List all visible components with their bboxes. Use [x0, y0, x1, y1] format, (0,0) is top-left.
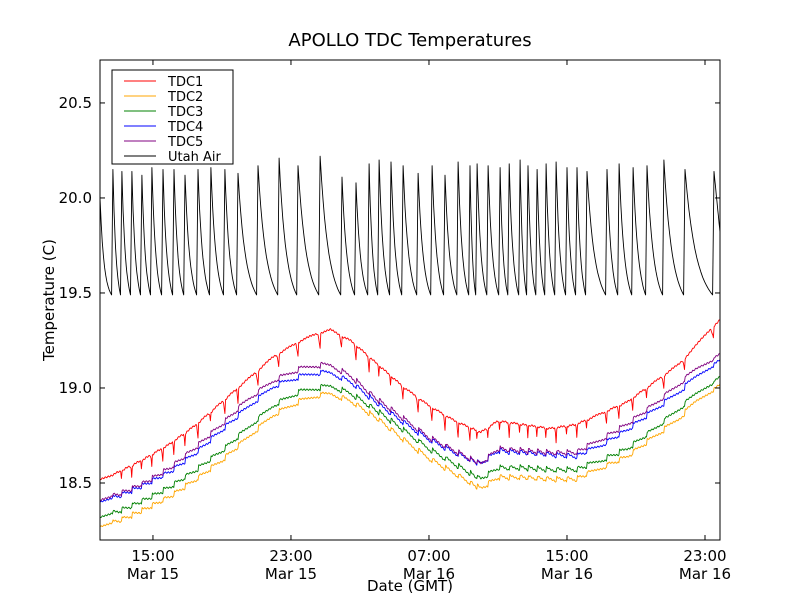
x-tick-label-time: 15:00 [131, 547, 174, 565]
series-line-utah-air [100, 155, 720, 296]
legend-label: TDC2 [167, 90, 203, 105]
y-axis-label: Temperature (C) [40, 239, 58, 362]
series-line-tdc5 [100, 353, 720, 501]
x-tick-label-date: Mar 15 [265, 565, 317, 583]
legend-label: TDC3 [167, 105, 203, 120]
x-tick-label-time: 23:00 [269, 547, 312, 565]
legend-label: TDC4 [167, 120, 203, 135]
plot-lines [100, 155, 720, 528]
series-line-tdc3 [100, 376, 720, 518]
x-axis-label: Date (GMT) [367, 577, 453, 595]
y-tick-label: 19.0 [59, 379, 92, 397]
legend-box [111, 69, 234, 165]
chart-title: APOLLO TDC Temperatures [288, 30, 531, 51]
series-line-tdc2 [100, 384, 720, 528]
x-tick-label-date: Mar 16 [403, 565, 455, 583]
y-tick-label: 19.5 [59, 284, 92, 302]
x-tick-label-time: 07:00 [407, 547, 450, 565]
series-line-tdc4 [100, 359, 720, 503]
legend-label: Utah Air [168, 150, 221, 165]
y-axis: 18.5 19.0 19.5 20.0 20.5 [59, 94, 720, 492]
y-tick-label: 18.5 [59, 474, 92, 492]
x-tick-label-time: 15:00 [545, 547, 588, 565]
y-tick-label: 20.5 [59, 94, 92, 112]
x-tick-label-date: Mar 16 [679, 565, 731, 583]
legend-label: TDC1 [167, 75, 203, 90]
x-tick-label-date: Mar 16 [541, 565, 593, 583]
plot-frame [99, 59, 721, 541]
series-line-tdc1 [100, 319, 720, 481]
x-tick-label-time: 23:00 [683, 547, 726, 565]
legend-label: TDC5 [167, 135, 203, 150]
x-tick-label-date: Mar 15 [127, 565, 179, 583]
y-tick-label: 20.0 [59, 189, 92, 207]
